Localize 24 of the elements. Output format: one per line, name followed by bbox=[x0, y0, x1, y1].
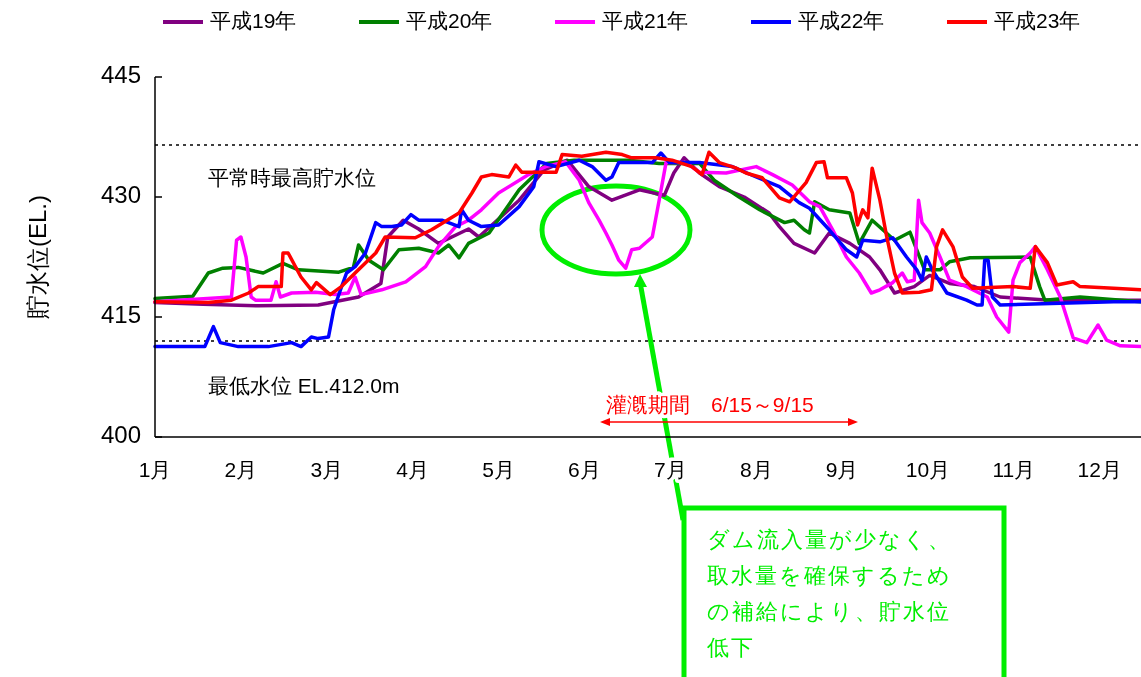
x-tick-label: 4月 bbox=[396, 458, 430, 481]
x-tick-label: 12月 bbox=[1077, 458, 1122, 481]
x-tick-label: 9月 bbox=[825, 458, 859, 481]
x-tick-label: 3月 bbox=[310, 458, 344, 481]
y-tick-label: 415 bbox=[100, 301, 141, 329]
legend-label: 平成21年 bbox=[602, 8, 689, 32]
x-tick-label: 6月 bbox=[568, 458, 601, 481]
legend-label: 平成20年 bbox=[406, 8, 493, 32]
y-tick-label: 445 bbox=[100, 61, 141, 89]
ref-line-label: 最低水位 EL.412.0m bbox=[208, 374, 400, 397]
y-axis-title: 貯水位(EL.) bbox=[24, 194, 52, 320]
text: ダム流入量が少なく、取水量を確保するための補給により、貯水位低下 bbox=[707, 527, 952, 660]
y-tick-label: 430 bbox=[100, 181, 141, 209]
x-tick-label: 5月 bbox=[482, 458, 515, 481]
y-tick-label: 400 bbox=[100, 421, 141, 449]
legend-label: 平成22年 bbox=[798, 8, 885, 32]
legend-label: 平成19年 bbox=[210, 8, 297, 32]
legend-label: 平成23年 bbox=[994, 8, 1081, 32]
x-tick-label: 1月 bbox=[138, 458, 172, 481]
x-tick-label: 8月 bbox=[739, 458, 773, 481]
x-tick-label: 11月 bbox=[992, 458, 1036, 481]
x-tick-label: 10月 bbox=[905, 458, 951, 481]
x-tick-label: 2月 bbox=[224, 458, 258, 481]
ref-line-label: 平常時最高貯水位 bbox=[208, 166, 376, 189]
